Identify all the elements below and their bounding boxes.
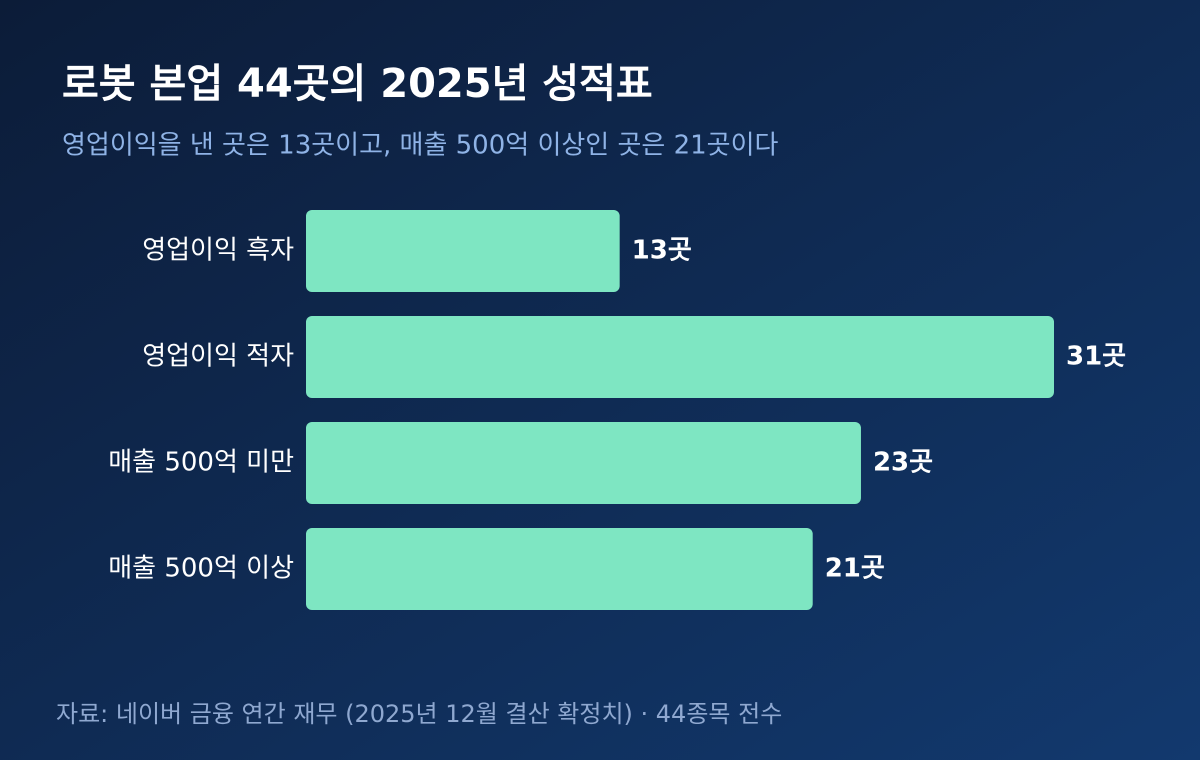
bar: [306, 422, 861, 504]
category-label: 매출 500억 이상: [108, 554, 294, 584]
value-label: 31곳: [1066, 342, 1126, 372]
value-label: 23곳: [873, 448, 933, 478]
chart-subtitle: 영업이익을 낸 곳은 13곳이고, 매출 500억 이상인 곳은 21곳이다: [62, 131, 778, 161]
bar: [306, 316, 1054, 398]
bar: [306, 210, 620, 292]
value-label: 21곳: [825, 554, 885, 584]
value-label: 13곳: [632, 236, 692, 266]
category-label: 매출 500억 미만: [108, 448, 294, 478]
category-label: 영업이익 적자: [142, 342, 294, 372]
chart-title: 로봇 본업 44곳의 2025년 성적표: [62, 61, 653, 107]
bar: [306, 528, 813, 610]
source-note: 자료: 네이버 금융 연간 재무 (2025년 12월 결산 확정치) · 44…: [56, 700, 782, 728]
category-label: 영업이익 흑자: [142, 236, 294, 266]
